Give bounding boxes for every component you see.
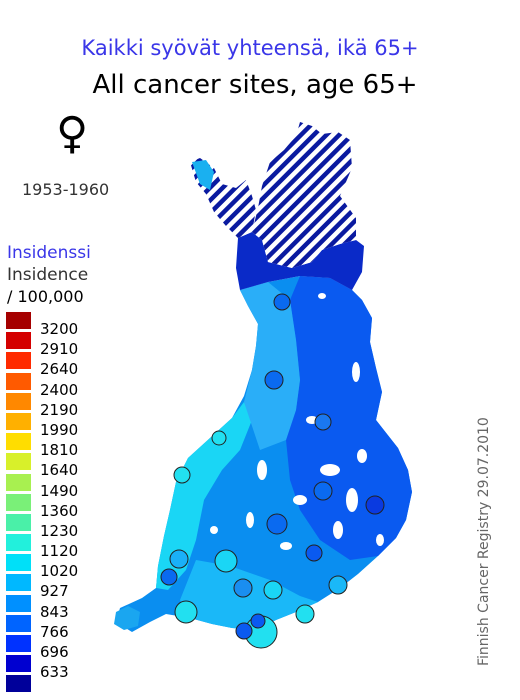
legend-swatch (6, 453, 31, 471)
legend-row: 1640 (6, 453, 116, 479)
legend-value: 1640 (40, 461, 79, 480)
legend-row: 843 (6, 594, 116, 620)
legend-value: 1810 (40, 441, 79, 460)
legend-value: 927 (40, 582, 69, 601)
legend-value: 1120 (40, 542, 79, 561)
municipality-markers (160, 293, 385, 649)
legend-row: 696 (6, 635, 116, 661)
legend-value: 2190 (40, 400, 79, 419)
legend-row: 2400 (6, 372, 116, 398)
legend-row: 766 (6, 614, 116, 640)
legend-value: 1020 (40, 562, 79, 581)
legend-swatch (6, 312, 31, 329)
legend-title-finnish: Insidenssi (7, 243, 91, 263)
legend-swatch (6, 594, 31, 612)
legend-swatch (6, 635, 31, 652)
legend-swatch (6, 352, 31, 370)
legend-value: 843 (40, 602, 69, 621)
legend-value: 1990 (40, 420, 79, 439)
source-credit: Finnish Cancer Registry 29.07.2010 (476, 417, 492, 666)
legend-swatch (6, 412, 31, 430)
legend-value: 1360 (40, 501, 79, 520)
legend-row: 3200 (6, 312, 116, 338)
legend-row: 1990 (6, 412, 116, 438)
legend-swatch (6, 372, 31, 390)
finland-west-coast-region (156, 402, 252, 590)
legend-title-english: Insidence (7, 265, 89, 285)
legend-value: 766 (40, 622, 69, 641)
legend-swatch (6, 675, 31, 693)
lapland-west-arm-tip (192, 160, 214, 190)
legend-value: 1230 (40, 521, 79, 540)
legend-swatch (6, 554, 31, 572)
legend-swatch (6, 655, 31, 673)
legend-swatch (6, 513, 31, 531)
legend-swatch (6, 473, 31, 491)
legend-row: 1120 (6, 534, 116, 560)
legend-value: 2640 (40, 360, 79, 379)
legend-row: 2190 (6, 392, 116, 418)
lapland-north-hatched (252, 122, 356, 268)
legend-row: 927 (6, 574, 116, 600)
legend-value: 696 (40, 643, 69, 661)
legend-row: 633 (6, 655, 116, 681)
legend-row: 2640 (6, 352, 116, 378)
legend-row: 1490 (6, 473, 116, 499)
legend-row (6, 675, 116, 695)
legend-swatch (6, 493, 31, 511)
legend-value: 1490 (40, 481, 79, 500)
legend-swatch (6, 534, 31, 552)
map-title-finnish: Kaikki syövät yhteensä, ikä 65+ (81, 36, 419, 60)
legend-row: 1020 (6, 554, 116, 580)
aland-islands (114, 606, 140, 630)
legend-swatch (6, 614, 31, 632)
legend-swatch (6, 574, 31, 592)
legend-swatch (6, 332, 31, 350)
legend-unit: / 100,000 (7, 287, 84, 306)
legend-value: 3200 (40, 320, 79, 338)
female-symbol-icon: ♀ (56, 108, 89, 159)
legend-row: 1810 (6, 433, 116, 459)
period-label: 1953-1960 (22, 180, 110, 199)
legend-value: 2400 (40, 380, 79, 399)
lapland-south-band (236, 232, 364, 290)
legend-swatch (6, 433, 31, 451)
legend-row: 1230 (6, 513, 116, 539)
color-legend: 3200 2910 2640 2400 2190 1990 1810 1640 1490 1360… (6, 312, 116, 696)
finland-central-region (240, 282, 300, 450)
legend-swatch (6, 392, 31, 410)
lakes (210, 293, 384, 550)
map-title-english: All cancer sites, age 65+ (92, 70, 418, 100)
legend-row: 2910 (6, 332, 116, 358)
legend-row: 1360 (6, 493, 116, 519)
legend-value: 2910 (40, 340, 79, 359)
legend-value: 633 (40, 663, 69, 682)
